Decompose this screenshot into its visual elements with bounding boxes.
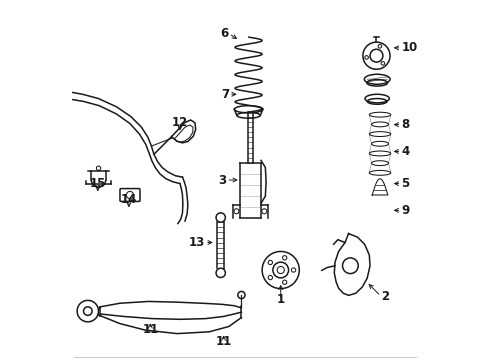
- Text: 5: 5: [401, 177, 410, 190]
- Text: 11: 11: [142, 323, 158, 336]
- Text: 13: 13: [189, 236, 205, 249]
- Text: 9: 9: [401, 204, 410, 217]
- Text: 4: 4: [401, 145, 410, 158]
- Text: 15: 15: [90, 177, 106, 190]
- Text: 11: 11: [216, 335, 232, 348]
- Text: 12: 12: [172, 116, 188, 129]
- Text: 6: 6: [220, 27, 229, 40]
- Text: 1: 1: [277, 293, 285, 306]
- Text: 3: 3: [219, 174, 226, 186]
- Text: 8: 8: [401, 118, 410, 131]
- Text: 7: 7: [221, 88, 229, 101]
- Text: 14: 14: [121, 193, 137, 206]
- Text: 2: 2: [381, 289, 389, 303]
- Text: 10: 10: [401, 41, 417, 54]
